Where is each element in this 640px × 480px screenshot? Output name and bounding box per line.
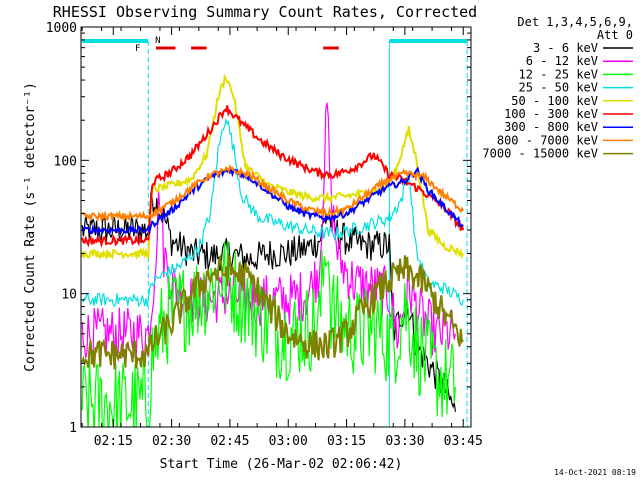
legend-entry: 3 - 6 keV	[533, 41, 633, 55]
legend-label: 25 - 50 keV	[519, 81, 598, 95]
legend-label: 6 - 12 keV	[526, 54, 598, 68]
x-tick-label: 03:45	[444, 434, 483, 449]
y-tick-label: 10	[61, 288, 77, 303]
chart-title: RHESSI Observing Summary Count Rates, Co…	[53, 3, 477, 21]
x-tick-label: 03:15	[327, 434, 366, 449]
legend-label: 300 - 800 keV	[504, 120, 598, 134]
flag-labels: FN	[135, 36, 161, 54]
legend-label: 50 - 100 keV	[511, 94, 598, 108]
legend-header-line-1: Det 1,3,4,5,6,9,	[517, 15, 633, 29]
y-axis-label: Corrected Count Rate (s⁻¹ detector⁻¹)	[23, 82, 38, 372]
legend-label: 800 - 7000 keV	[497, 133, 598, 147]
series-line-8	[81, 253, 464, 370]
legend-entry: 12 - 25 keV	[519, 67, 633, 81]
series-line-6	[81, 166, 464, 237]
legend-label: 7000 - 15000 keV	[482, 147, 598, 161]
legend-entry: 7000 - 15000 keV	[482, 147, 633, 161]
x-tick-label: 03:00	[269, 434, 308, 449]
x-tick-label: 03:30	[385, 434, 424, 449]
x-axis-label: Start Time (26-Mar-02 02:06:42)	[160, 457, 403, 472]
axis-ticks	[81, 27, 472, 428]
y-tick-label: 1000	[46, 21, 77, 36]
legend-label: 3 - 6 keV	[533, 41, 598, 55]
x-tick-label: 02:30	[152, 434, 191, 449]
legend-label: 100 - 300 keV	[504, 107, 598, 121]
x-tick-labels: 02:15 02:30 02:45 03:00 03:15 03:30 03:45	[94, 434, 483, 449]
y-tick-label: 100	[54, 154, 77, 169]
series-line-4	[81, 73, 465, 261]
flag-label-f: F	[135, 44, 140, 54]
footer-date: 14-Oct-2021 08:19	[554, 468, 636, 477]
legend-entry: 100 - 300 keV	[504, 107, 633, 121]
x-tick-label: 02:15	[94, 434, 133, 449]
legend-label: 12 - 25 keV	[519, 67, 598, 81]
series-layer	[81, 73, 465, 427]
legend-entry: 50 - 100 keV	[511, 94, 633, 108]
legend-header-line-2: Att 0	[597, 28, 633, 42]
plot-frame	[80, 26, 472, 428]
series-line-7	[82, 164, 465, 224]
y-tick-labels: 1 10 100 1000	[46, 21, 77, 436]
y-tick-label: 1	[69, 421, 77, 436]
legend-entry: 300 - 800 keV	[504, 120, 633, 134]
series-line-3	[81, 117, 464, 308]
legend-entry: 6 - 12 keV	[526, 54, 633, 68]
legend-entry: 800 - 7000 keV	[497, 133, 633, 147]
legend-entry: 25 - 50 keV	[519, 81, 633, 95]
series-line-5	[81, 105, 465, 248]
flag-label-n: N	[155, 36, 160, 46]
x-tick-label: 02:45	[210, 434, 249, 449]
